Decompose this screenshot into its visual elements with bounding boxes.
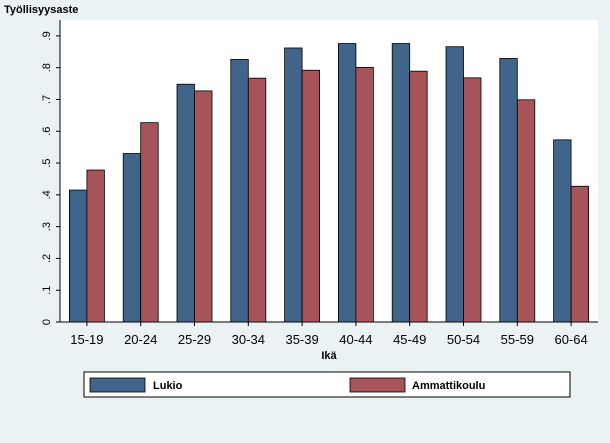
legend-items: Lukio Ammattikoulu: [89, 377, 485, 393]
x-tick-label: 45-49: [393, 332, 426, 347]
bar-lukio-25-29: [176, 83, 195, 323]
x-tick-label: 25-29: [178, 332, 211, 347]
bars: [69, 43, 589, 323]
legend-swatch-lukio: [89, 377, 146, 393]
x-axis-label: Ikä: [321, 350, 337, 362]
y-tick-label: .5: [41, 158, 53, 167]
x-tick-label: 15-19: [70, 332, 103, 347]
y-axis-label: Työllisyysaste: [4, 4, 78, 16]
x-tick-label: 30-34: [232, 332, 265, 347]
x-tick-label: 60-64: [554, 332, 587, 347]
bar-ammattikoulu-60-64: [570, 185, 589, 323]
x-tick-label: 40-44: [339, 332, 372, 347]
x-axis-ticks: 15-19 20-24 25-29 30-34 35-39 40-44 45-49 50-54…: [70, 322, 588, 347]
bar-lukio-50-54: [445, 46, 464, 323]
legend-label-ammattikoulu: Ammattikoulu: [412, 380, 485, 392]
y-tick-label: 0: [41, 319, 53, 325]
bar-lukio-45-49: [391, 43, 411, 323]
bar-lukio-20-24: [122, 153, 142, 323]
x-tick-label: 55-59: [501, 332, 534, 347]
y-tick-label: .8: [41, 63, 53, 72]
x-tick-label: 50-54: [447, 332, 480, 347]
bar-ammattikoulu-35-39: [301, 69, 321, 323]
x-tick-label: 35-39: [285, 332, 318, 347]
y-tick-label: .7: [41, 95, 53, 104]
bar-ammattikoulu-15-19: [86, 169, 105, 323]
bar-ammattikoulu-30-34: [247, 77, 267, 323]
bar-ammattikoulu-20-24: [140, 122, 159, 323]
bar-lukio-35-39: [284, 47, 303, 323]
y-tick-label: .3: [41, 222, 53, 231]
y-tick-label: .1: [41, 286, 53, 295]
y-tick-label: .4: [41, 190, 53, 199]
y-axis-ticks: 0 .1 .2 .3 .4 .5 .6 .7 .8 .9: [41, 31, 60, 325]
bar-lukio-15-19: [69, 189, 88, 323]
bar-ammattikoulu-40-44: [355, 66, 374, 323]
y-tick-label: .2: [41, 254, 53, 263]
bar-ammattikoulu-55-59: [516, 99, 536, 323]
bar-lukio-40-44: [337, 43, 357, 323]
x-tick-label: 20-24: [124, 332, 157, 347]
bar-lukio-60-64: [553, 139, 572, 323]
bar-ammattikoulu-50-54: [463, 77, 482, 323]
bar-ammattikoulu-45-49: [409, 70, 428, 323]
legend-label-lukio: Lukio: [153, 380, 183, 392]
bar-lukio-30-34: [230, 59, 249, 323]
legend: [83, 371, 571, 398]
y-tick-label: .6: [41, 127, 53, 136]
bar-ammattikoulu-25-29: [194, 90, 213, 323]
legend-swatch-ammattikoulu: [349, 377, 406, 393]
y-tick-label: .9: [41, 31, 53, 40]
bar-lukio-55-59: [499, 58, 518, 323]
